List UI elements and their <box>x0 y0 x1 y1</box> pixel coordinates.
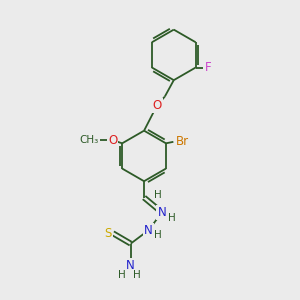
Text: Br: Br <box>176 135 189 148</box>
Text: S: S <box>105 227 112 240</box>
Text: H: H <box>133 270 141 280</box>
Text: H: H <box>154 190 161 200</box>
Text: N: N <box>126 260 135 272</box>
Text: O: O <box>153 99 162 112</box>
Text: N: N <box>158 206 166 219</box>
Text: H: H <box>154 230 162 240</box>
Text: O: O <box>108 134 117 147</box>
Text: F: F <box>205 61 211 74</box>
Text: N: N <box>144 224 153 237</box>
Text: H: H <box>118 270 126 280</box>
Text: CH₃: CH₃ <box>80 135 99 145</box>
Text: H: H <box>167 213 175 224</box>
